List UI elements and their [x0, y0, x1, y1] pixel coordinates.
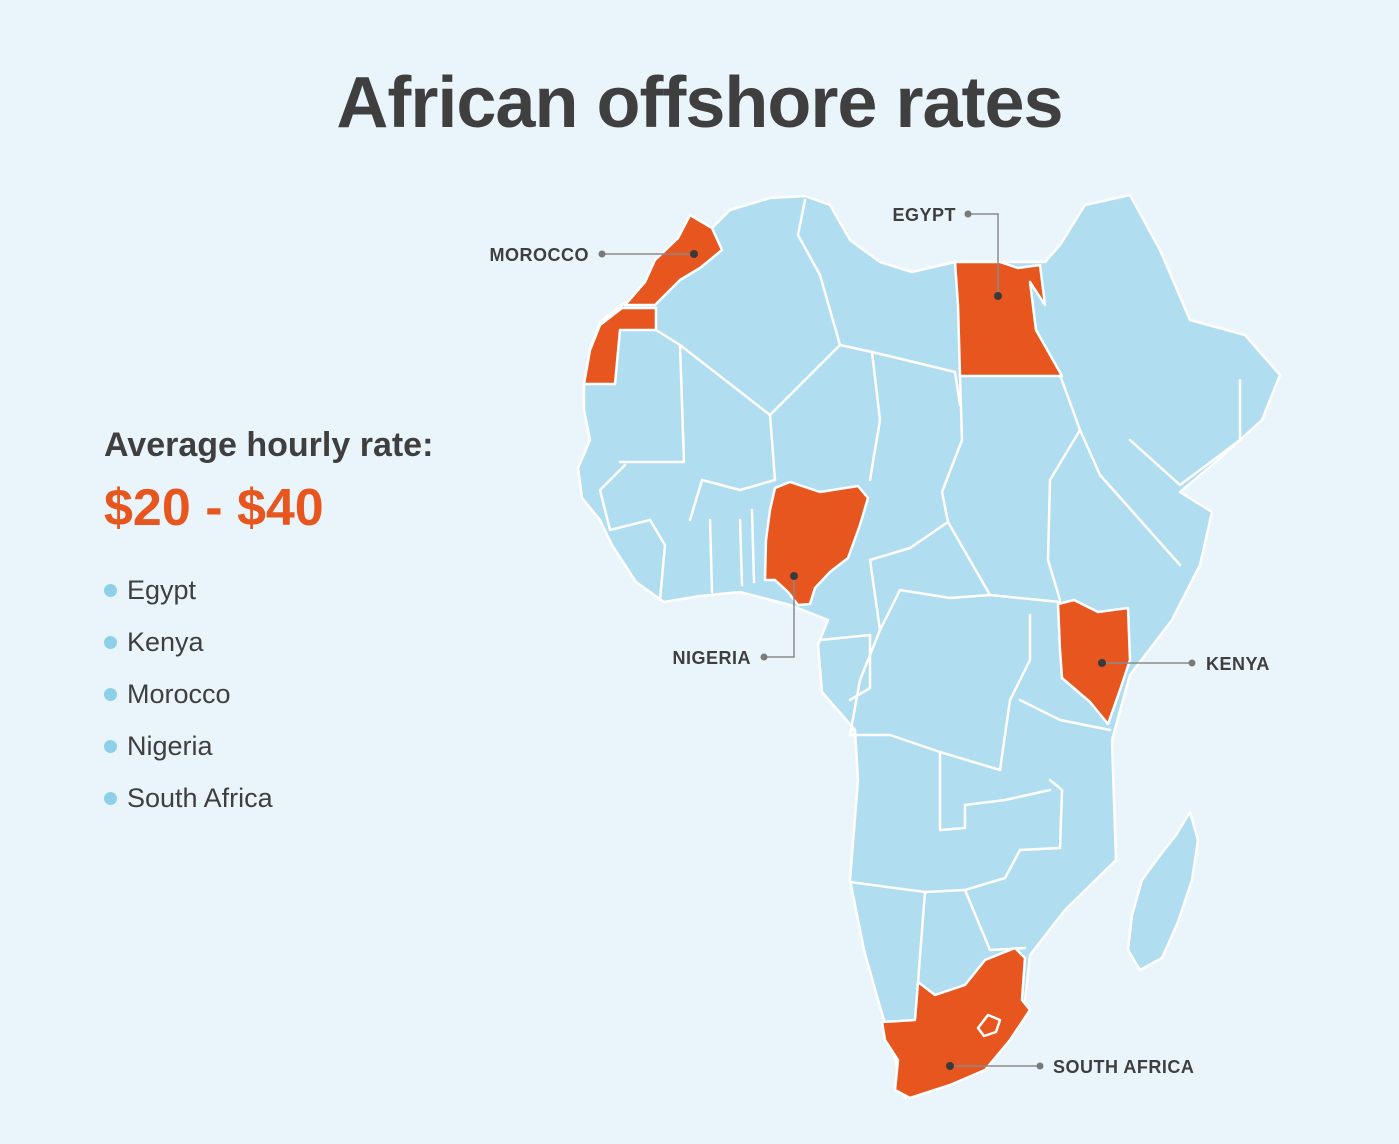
bullet-icon	[104, 635, 117, 649]
list-item-label: Kenya	[127, 626, 204, 657]
africa-mainland	[576, 193, 1282, 1100]
page-title: African offshore rates	[336, 63, 1063, 143]
list-item: Kenya	[104, 616, 273, 668]
western-sahara-shape	[582, 306, 658, 386]
map-label-morocco: MOROCCO	[490, 245, 590, 265]
bullet-icon	[104, 739, 117, 753]
map-label-kenya: KENYA	[1206, 654, 1270, 674]
kenya-shape	[1056, 598, 1132, 726]
rate-value: $20 - $40	[104, 479, 324, 537]
morocco-shape	[623, 213, 724, 307]
list-item-label: Nigeria	[127, 730, 213, 761]
list-item: Morocco	[104, 668, 273, 720]
map-label-south-africa: SOUTH AFRICA	[1053, 1057, 1194, 1077]
country-list: Egypt Kenya Morocco Nigeria South Africa	[104, 564, 273, 824]
list-item-label: South Africa	[127, 782, 273, 813]
egypt-shape	[953, 260, 1064, 378]
rate-label: Average hourly rate:	[104, 426, 434, 464]
bullet-icon	[104, 583, 117, 597]
list-item-label: Egypt	[127, 574, 197, 605]
leader-lines	[598, 210, 1196, 1070]
country-borders	[598, 198, 1242, 984]
list-item-label: Morocco	[127, 678, 231, 709]
list-item: South Africa	[104, 772, 273, 824]
lesotho-outline	[976, 1013, 1002, 1038]
list-item: Nigeria	[104, 720, 273, 772]
list-item: Egypt	[104, 564, 273, 616]
bullet-icon	[104, 687, 117, 701]
map-label-nigeria: NIGERIA	[672, 648, 751, 668]
madagascar	[1126, 810, 1200, 972]
south-africa-shape	[880, 946, 1032, 1100]
map-label-egypt: EGYPT	[892, 205, 956, 225]
bullet-icon	[104, 791, 117, 805]
